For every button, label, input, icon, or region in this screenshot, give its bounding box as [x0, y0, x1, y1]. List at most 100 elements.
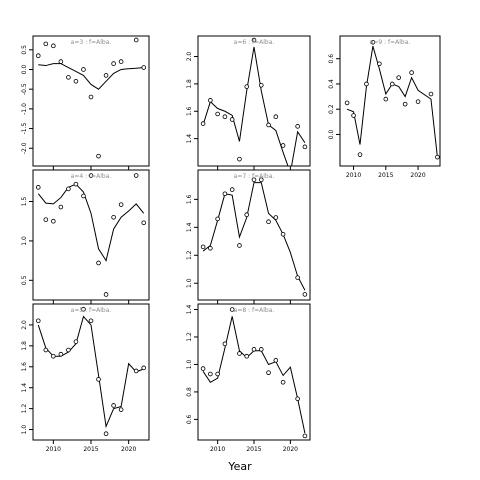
y-tick-label: 1.4 — [21, 383, 28, 393]
y-tick-label: 0.2 — [328, 104, 335, 114]
data-point — [58, 59, 64, 64]
data-point — [251, 347, 257, 352]
y-tick-label: 1.6 — [21, 362, 28, 372]
data-point — [258, 347, 264, 352]
data-point — [73, 79, 79, 84]
data-point — [244, 84, 250, 89]
data-point — [229, 117, 235, 122]
panel-2: 1.4 1.6 1.8 2.0 a=6 : f=Alba. — [186, 35, 311, 170]
data-point — [208, 371, 213, 377]
data-point — [96, 153, 101, 159]
panel-3: 0.0 0.2 0.4 0.6 2010 2015 2020 a=9 : f=Alba. — [328, 35, 441, 179]
data-point — [295, 396, 300, 402]
data-point — [302, 292, 308, 297]
y-tick-label: 2.0 — [186, 52, 193, 62]
data-point — [35, 318, 41, 324]
y-tick-label: 0.0 — [21, 65, 28, 75]
data-point — [222, 341, 228, 347]
x-axis-label: Year — [227, 460, 252, 473]
data-point — [66, 75, 71, 80]
fitted-line — [37, 183, 145, 262]
y-tick-label: 0.4 — [328, 79, 335, 89]
y-tick-label: 1.2 — [186, 332, 193, 342]
data-point — [200, 244, 206, 250]
data-point — [58, 204, 64, 210]
panel-frame — [197, 35, 311, 167]
panel-frame — [32, 35, 150, 167]
data-point — [58, 351, 64, 357]
data-point — [258, 82, 264, 88]
data-point — [88, 173, 94, 178]
y-tick-label: 1.4 — [186, 222, 193, 232]
x-tick-label: 2020 — [410, 172, 425, 179]
data-point — [383, 96, 389, 102]
x-tick-label: 2010 — [46, 446, 61, 453]
y-tick-label: 0.5 — [21, 275, 28, 285]
data-point — [141, 65, 147, 70]
panel-title: a=6 : f=Alba. — [234, 39, 275, 46]
x-tick-label: 2020 — [283, 446, 298, 453]
panel-title: a=7 : f=Alba. — [234, 173, 275, 180]
y-tick-label: 1.4 — [186, 134, 193, 144]
x-tick-label: 2010 — [210, 446, 225, 453]
data-point — [51, 218, 56, 224]
y-tick-label: 1.6 — [186, 106, 193, 116]
panel-5: 1.0 1.2 1.4 1.6 a=7 : f=Alba. — [186, 169, 311, 304]
data-point — [251, 37, 257, 43]
fitted-line — [38, 63, 144, 90]
data-point — [295, 124, 300, 129]
data-point — [215, 371, 220, 377]
data-point — [66, 186, 71, 192]
data-point — [111, 403, 116, 408]
data-point — [118, 59, 124, 64]
data-point — [51, 43, 56, 49]
x-tick-label: 2015 — [378, 172, 393, 179]
data-point — [222, 114, 228, 120]
panel-title: a=9 : f=Alba. — [370, 39, 411, 46]
data-point — [428, 91, 434, 97]
y-tick-label: 1.8 — [186, 79, 193, 89]
data-point — [280, 143, 286, 148]
data-point — [435, 154, 440, 160]
panel-title: a=4 : f=Alba. — [71, 173, 112, 180]
data-point — [133, 173, 139, 178]
x-tick-label: 2015 — [246, 446, 261, 453]
data-point — [409, 70, 414, 75]
y-tick-label: 0.0 — [328, 129, 335, 139]
y-tick-label: 1.2 — [186, 250, 193, 260]
data-point — [96, 377, 101, 382]
y-tick-label: -1.5 — [21, 123, 28, 135]
data-point — [133, 368, 139, 374]
fitted-line — [37, 315, 144, 429]
y-tick-label: -0.5 — [21, 83, 28, 95]
y-tick-label: 1.6 — [186, 194, 193, 204]
data-point — [66, 347, 71, 353]
panel-6: 1.0 1.2 1.4 1.6 1.8 2.0 2010 2015 2020 a=5 : f=Al… — [21, 303, 150, 453]
data-point — [389, 81, 395, 87]
data-point — [43, 41, 49, 47]
data-point — [364, 81, 369, 87]
data-point — [103, 73, 109, 78]
fitted-line — [202, 182, 306, 291]
data-point — [111, 61, 116, 66]
data-point — [73, 339, 79, 344]
data-point — [273, 215, 279, 220]
y-tick-label: 0.6 — [186, 414, 193, 424]
data-point — [302, 144, 308, 150]
data-point — [280, 380, 286, 385]
panel-frame — [197, 303, 311, 441]
data-point — [88, 318, 94, 324]
data-point — [141, 365, 147, 371]
y-tick-label: 0.5 — [21, 45, 28, 55]
data-point — [229, 307, 235, 312]
x-tick-label: 2015 — [83, 446, 98, 453]
data-point — [88, 94, 94, 100]
data-point — [237, 351, 242, 356]
data-point — [237, 156, 242, 162]
data-point — [244, 353, 250, 359]
data-point — [273, 358, 279, 363]
data-point — [402, 101, 408, 107]
data-point — [96, 260, 101, 266]
y-tick-label: 1.0 — [21, 236, 28, 246]
